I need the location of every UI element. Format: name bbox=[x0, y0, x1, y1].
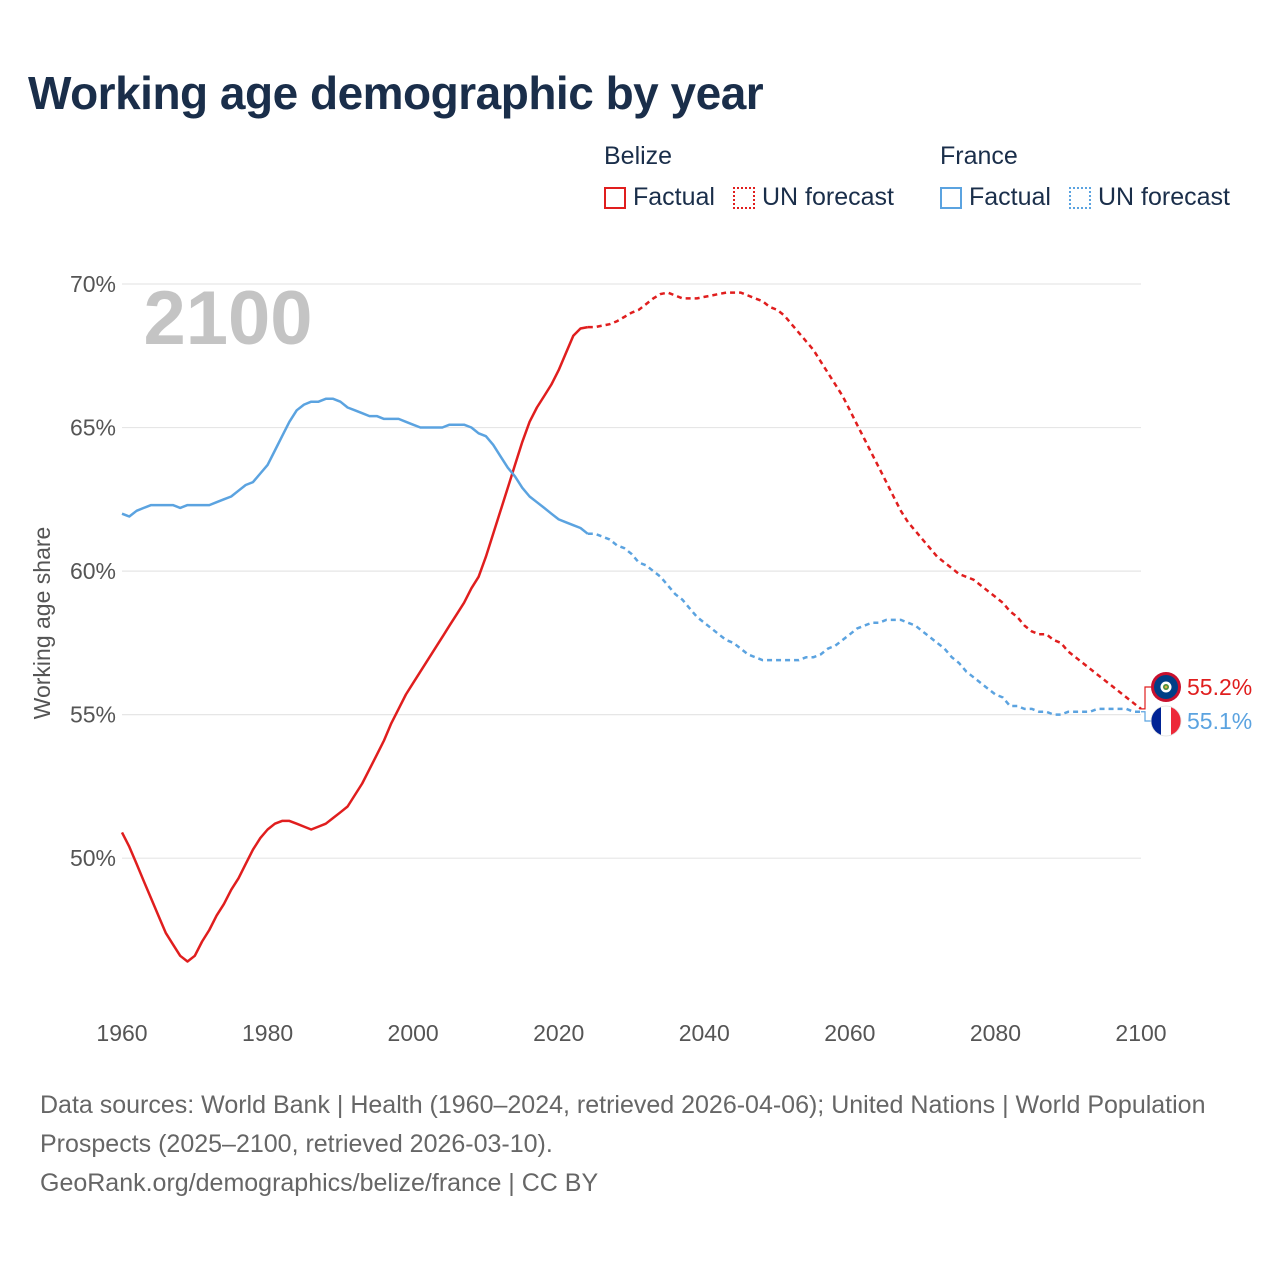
legend-label-factual[interactable]: Factual bbox=[633, 183, 715, 211]
legend-swatch-factual[interactable] bbox=[604, 186, 626, 209]
end-labels: 55.2% 55.1% bbox=[1141, 672, 1252, 737]
y-tick-label: 65% bbox=[70, 415, 116, 441]
x-tick-label: 2000 bbox=[388, 1020, 439, 1046]
france-forecast-line[interactable] bbox=[587, 532, 1141, 716]
attribution-link[interactable]: GeoRank.org/demographics/belize/france |… bbox=[40, 1169, 599, 1197]
x-tick-label: 1960 bbox=[96, 1020, 147, 1046]
belize-flag bbox=[1151, 672, 1181, 702]
x-tick-label: 2020 bbox=[533, 1020, 584, 1046]
x-tick-label: 2080 bbox=[970, 1020, 1021, 1046]
footer: Data sources: World Bank | Health (1960–… bbox=[40, 1086, 1220, 1203]
legend-swatch-forecast[interactable] bbox=[732, 186, 755, 209]
y-tick-label: 50% bbox=[70, 845, 116, 871]
chart-title: Working age demographic by year bbox=[28, 67, 764, 119]
end-label-leader bbox=[1141, 711, 1151, 722]
x-tick-label: 2060 bbox=[824, 1020, 875, 1046]
x-axis-ticks: 1960 1980 2000 2020 2040 2060 2080 2100 bbox=[96, 1020, 1166, 1046]
legend-group-france: France Factual UN forecast bbox=[940, 142, 1248, 212]
legend-label-factual[interactable]: Factual bbox=[969, 183, 1051, 211]
end-value-label: 55.2% bbox=[1187, 674, 1252, 700]
legend-swatch-factual[interactable] bbox=[940, 186, 962, 209]
data-sources-text: Data sources: World Bank | Health (1960–… bbox=[40, 1091, 1206, 1158]
end-label-leader bbox=[1141, 686, 1151, 710]
belize-forecast-line[interactable] bbox=[587, 291, 1142, 710]
y-tick-label: 60% bbox=[70, 558, 116, 584]
line-chart: 2100 Working age share 50% 55% 60% 65% 70% 1… bbox=[29, 271, 1252, 1046]
legend-group-belize: Belize Factual UN forecast bbox=[604, 142, 912, 212]
x-tick-label: 2100 bbox=[1115, 1020, 1166, 1046]
x-tick-label: 1980 bbox=[242, 1020, 293, 1046]
series-lines bbox=[120, 291, 1142, 963]
belize-factual-line[interactable] bbox=[120, 325, 589, 963]
legend-label-forecast[interactable]: UN forecast bbox=[761, 183, 894, 211]
france-flag bbox=[1150, 705, 1182, 737]
y-axis-label: Working age share bbox=[29, 527, 55, 720]
x-tick-label: 2040 bbox=[679, 1020, 730, 1046]
legend-group-title: France bbox=[940, 142, 1018, 170]
y-axis-ticks: 50% 55% 60% 65% 70% bbox=[70, 271, 116, 871]
france-factual-line[interactable] bbox=[121, 397, 589, 535]
legend-swatch-forecast[interactable] bbox=[1068, 186, 1091, 209]
end-value-label: 55.1% bbox=[1187, 708, 1252, 734]
y-tick-label: 55% bbox=[70, 702, 116, 728]
legend-label-forecast[interactable]: UN forecast bbox=[1097, 183, 1230, 211]
legend-group-title: Belize bbox=[604, 142, 673, 170]
gridlines bbox=[122, 283, 1141, 859]
year-label: 2100 bbox=[143, 276, 312, 361]
y-tick-label: 70% bbox=[70, 271, 116, 297]
